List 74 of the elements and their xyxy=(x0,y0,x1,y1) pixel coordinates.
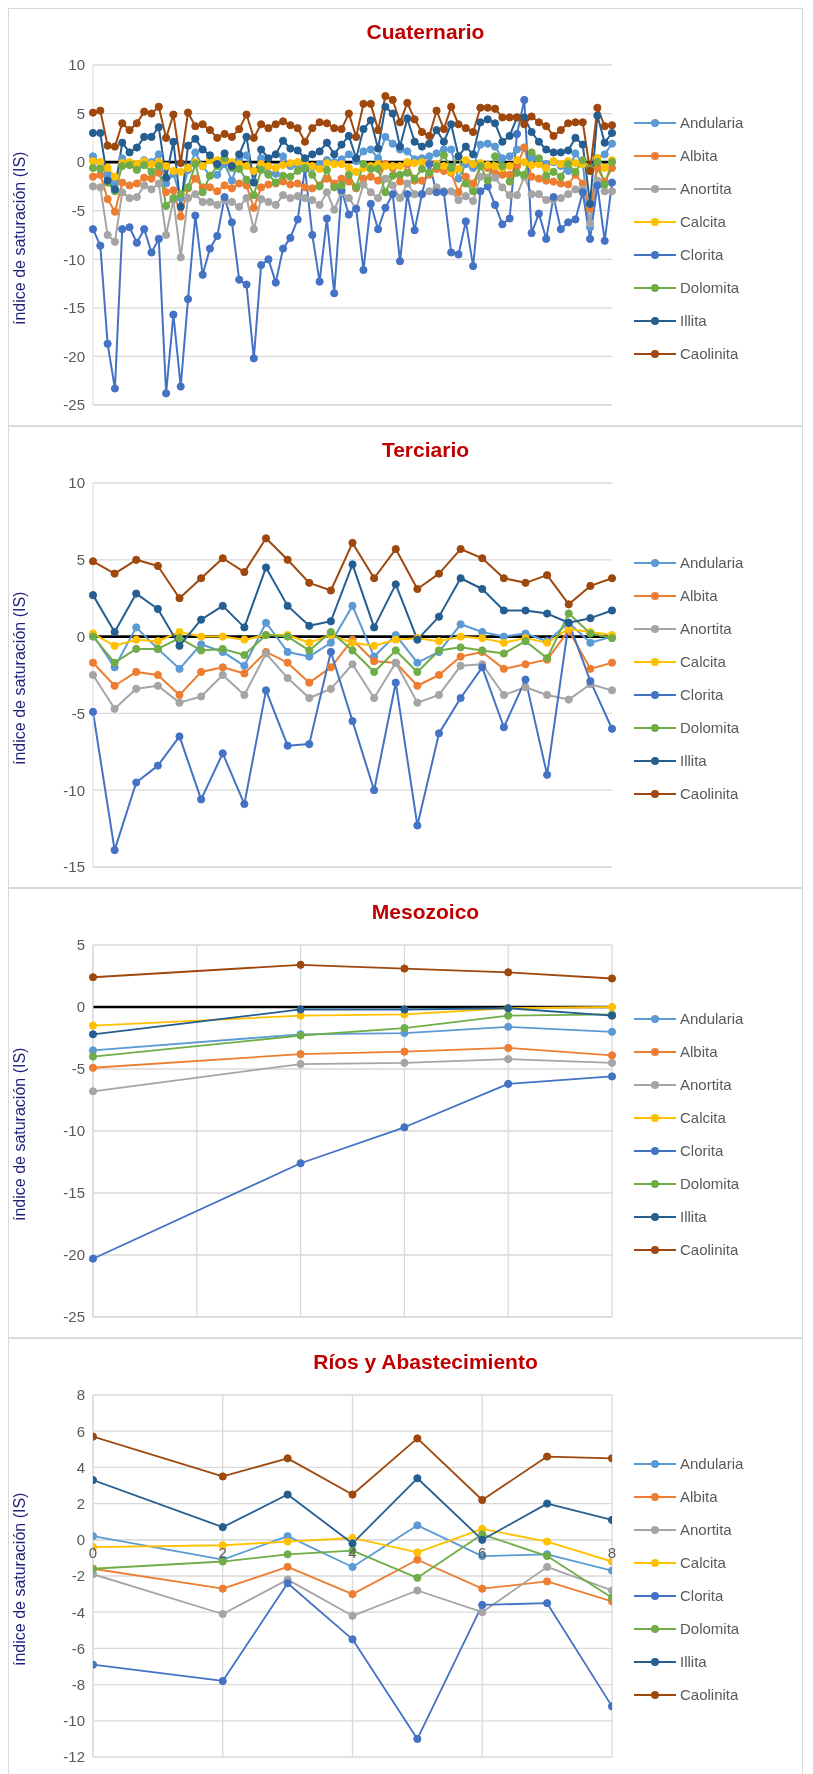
y-tick-label: 10 xyxy=(68,56,85,74)
chart-title: Mesozoico xyxy=(370,899,481,925)
y-tick-label: 0 xyxy=(76,1531,85,1549)
y-tick-label: 4 xyxy=(76,1458,85,1476)
y-tick-label: 0 xyxy=(76,998,85,1016)
legend-label: Clorita xyxy=(680,686,724,703)
y-tick-label: -5 xyxy=(71,704,85,722)
legend-label: Illita xyxy=(680,752,707,769)
legend-label: Calcita xyxy=(680,1554,726,1571)
legend-label: Calcita xyxy=(680,213,726,230)
y-tick-label: 10 xyxy=(68,474,85,492)
legend-label: Albita xyxy=(680,587,718,604)
y-axis-title: índice de saturación (IS) xyxy=(10,591,28,765)
y-tick-label: -12 xyxy=(63,1748,85,1766)
legend-label: Clorita xyxy=(680,1587,724,1604)
y-tick-label: -15 xyxy=(63,299,85,317)
legend-label: Albita xyxy=(680,147,718,164)
y-tick-label: 5 xyxy=(76,936,85,954)
y-axis-title: índice de saturación (IS) xyxy=(10,1492,28,1666)
chart-title: Ríos y Abastecimiento xyxy=(312,1349,539,1375)
legend-label: Illita xyxy=(680,1653,707,1670)
legend-label: Caolinita xyxy=(680,785,739,802)
legend-label: Caolinita xyxy=(680,1241,739,1258)
legend-label: Clorita xyxy=(680,246,724,263)
y-tick-label: -8 xyxy=(71,1675,85,1693)
legend-label: Caolinita xyxy=(680,1686,739,1703)
y-tick-label: -6 xyxy=(71,1639,85,1657)
y-tick-label: 8 xyxy=(76,1386,85,1404)
y-axis-title: índice de saturación (IS) xyxy=(10,151,28,325)
y-tick-label: -20 xyxy=(63,1246,85,1264)
y-tick-label: -10 xyxy=(63,1122,85,1140)
legend-label: Anortita xyxy=(680,180,732,197)
y-tick-label: -15 xyxy=(63,858,85,876)
legend-label: Andularia xyxy=(680,1010,744,1027)
y-tick-label: -25 xyxy=(63,396,85,414)
y-tick-label: -4 xyxy=(71,1603,85,1621)
legend-label: Caolinita xyxy=(680,345,739,362)
legend-label: Dolomita xyxy=(680,719,740,736)
legend-label: Anortita xyxy=(680,1521,732,1538)
legend-label: Calcita xyxy=(680,653,726,670)
legend-label: Albita xyxy=(680,1488,718,1505)
y-tick-label: 0 xyxy=(76,627,85,645)
y-tick-label: -5 xyxy=(71,1060,85,1078)
legend-label: Illita xyxy=(680,312,707,329)
y-tick-label: -10 xyxy=(63,781,85,799)
y-tick-label: -15 xyxy=(63,1184,85,1202)
chart-title: Terciario xyxy=(380,437,471,463)
y-tick-label: 5 xyxy=(76,551,85,569)
y-tick-label: 2 xyxy=(76,1494,85,1512)
legend-label: Anortita xyxy=(680,620,732,637)
legend-label: Andularia xyxy=(680,1455,744,1472)
y-tick-label: 6 xyxy=(76,1422,85,1440)
legend-label: Dolomita xyxy=(680,279,740,296)
y-tick-label: -20 xyxy=(63,347,85,365)
legend-label: Anortita xyxy=(680,1076,732,1093)
x-tick-label: 0 xyxy=(88,1543,98,1561)
legend-label: Albita xyxy=(680,1043,718,1060)
legend-label: Calcita xyxy=(680,1109,726,1126)
legend-label: Dolomita xyxy=(680,1175,740,1192)
legend-label: Clorita xyxy=(680,1142,724,1159)
x-tick-label: 8 xyxy=(607,1543,617,1561)
y-tick-label: -10 xyxy=(63,1712,85,1730)
legend-label: Andularia xyxy=(680,554,744,571)
y-tick-label: 0 xyxy=(76,153,85,171)
legend-label: Andularia xyxy=(680,114,744,131)
y-axis-title: índice de saturación (IS) xyxy=(10,1047,28,1221)
legend-label: Illita xyxy=(680,1208,707,1225)
y-tick-label: 5 xyxy=(76,104,85,122)
chart-title: Cuaternario xyxy=(365,19,486,45)
y-tick-label: -2 xyxy=(71,1567,85,1585)
y-tick-label: -10 xyxy=(63,250,85,268)
legend-label: Dolomita xyxy=(680,1620,740,1637)
y-tick-label: -25 xyxy=(63,1308,85,1326)
y-tick-label: -5 xyxy=(71,202,85,220)
